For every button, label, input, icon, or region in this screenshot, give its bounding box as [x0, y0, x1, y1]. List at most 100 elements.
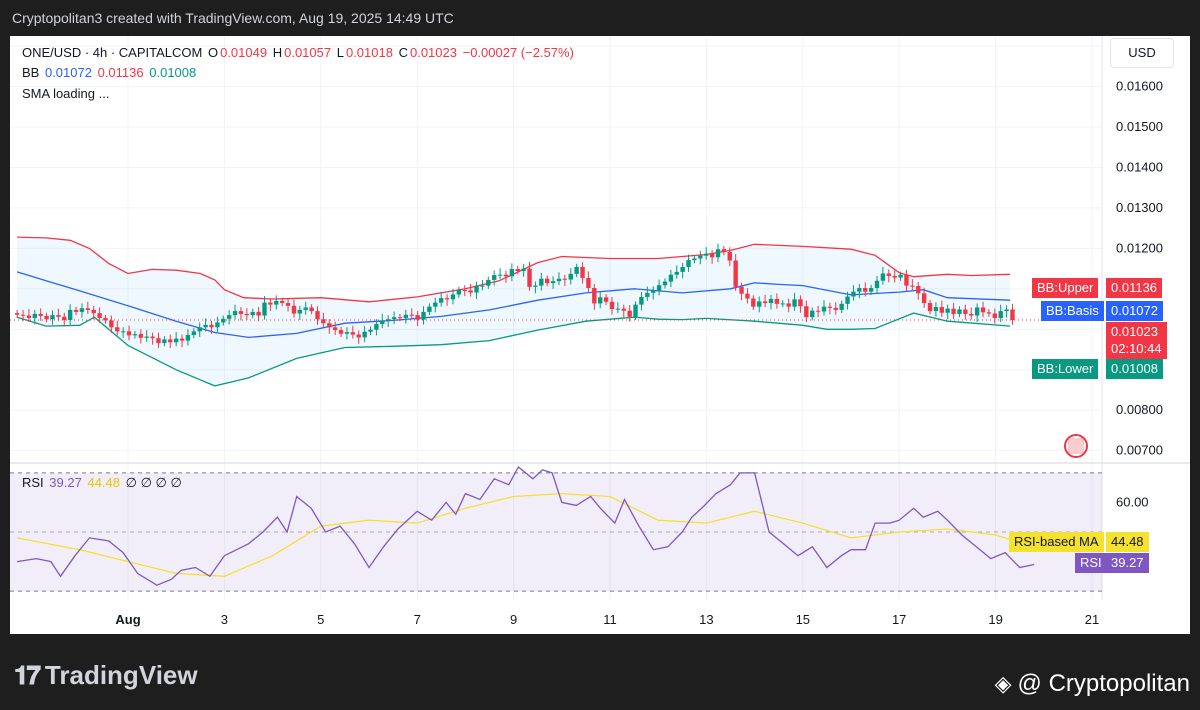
candle-body [945, 308, 950, 313]
candle-body [191, 331, 197, 335]
candle-body [521, 268, 526, 272]
candle-body [232, 311, 238, 316]
price-axis-label: 0.01500 [1116, 119, 1163, 134]
candle-body [168, 339, 173, 343]
candle-body [185, 334, 191, 341]
rsi-ma-tag-label: RSI-based MA [1009, 532, 1104, 552]
candle-body [303, 307, 308, 310]
candle-body [50, 315, 55, 320]
candle-body [26, 315, 32, 318]
currency-button[interactable]: USD [1110, 38, 1174, 68]
candle-body [462, 290, 467, 292]
time-axis-label: Aug [115, 612, 140, 627]
price-axis-label: 0.01400 [1116, 159, 1163, 174]
candle-body [704, 253, 709, 256]
candle-body [344, 332, 350, 334]
candle-body [150, 336, 155, 339]
watermark-text: @ Cryptopolitan [1017, 670, 1190, 697]
high-value: 0.01057 [284, 45, 332, 60]
candle-body [374, 324, 379, 330]
candle-body [156, 338, 161, 344]
rsi-ma-legend-value: 44.48 [87, 475, 121, 490]
candle-body [810, 310, 815, 318]
candle-body [250, 311, 255, 316]
candle-body [468, 290, 473, 293]
time-axis-label: 3 [221, 612, 228, 627]
candle-body [427, 306, 432, 312]
candle-body [974, 307, 980, 316]
candle-body [297, 309, 303, 314]
candle-body [662, 281, 668, 286]
candle-body [857, 288, 862, 292]
candle-body [868, 288, 874, 292]
sma-legend[interactable]: SMA loading ... [22, 86, 110, 101]
candle-body [527, 268, 532, 287]
us-flag-stripes [1068, 438, 1084, 454]
candle-body [362, 331, 367, 338]
candle-body [438, 298, 444, 303]
low-value: 0.01018 [345, 45, 393, 60]
candle-body [986, 312, 992, 314]
binance-diamond-icon: ◈ [994, 671, 1012, 696]
bb-lower-tag-value: 0.01008 [1106, 359, 1163, 379]
candle-body [615, 308, 621, 310]
bb-basis-value: 0.01072 [44, 65, 92, 80]
candle-body [751, 298, 756, 307]
candle-body [421, 311, 426, 320]
candle-body [715, 249, 721, 258]
chart-panel[interactable]: 0.017000.016000.015000.014000.013000.012… [10, 36, 1190, 634]
candle-body [279, 300, 285, 304]
candle-body [327, 323, 332, 328]
bb-basis-tag-value: 0.01072 [1106, 301, 1163, 321]
candle-body [886, 273, 891, 276]
candle-body [433, 302, 438, 307]
candle-body [910, 285, 915, 287]
chart-canvas[interactable]: 0.017000.016000.015000.014000.013000.012… [10, 36, 1190, 634]
candle-body [380, 320, 385, 325]
bb-legend[interactable]: BB 0.01072 0.01136 0.01008 [22, 65, 198, 80]
candle-body [173, 338, 179, 343]
open-key: O [207, 45, 219, 60]
candle-body [179, 338, 185, 341]
rsi-axis-label: 60.00 [1116, 494, 1149, 509]
candle-body [680, 267, 685, 272]
rsi-ma-line [16, 492, 1035, 577]
candle-body [957, 309, 962, 314]
candle-body [727, 252, 732, 261]
candle-body [56, 315, 61, 317]
time-axis-label: 17 [892, 612, 906, 627]
symbol-label[interactable]: ONE/USD · 4h · CAPITALCOM [22, 45, 203, 60]
candle-body [474, 285, 479, 293]
candle-body [503, 274, 509, 277]
tradingview-logo[interactable]: 𝟏𝟕 TradingView [14, 660, 198, 692]
bb-upper-line [17, 236, 1011, 303]
candle-body [109, 320, 114, 328]
candle-body [456, 290, 462, 295]
candle-body [144, 336, 149, 338]
candle-body [627, 310, 632, 317]
candle-body [332, 327, 338, 331]
candle-body [927, 303, 933, 312]
candle-body [639, 296, 644, 305]
candle-body [645, 292, 650, 297]
candle-body [774, 298, 780, 304]
candle-body [244, 313, 250, 316]
candle-body [739, 286, 744, 294]
candle-body [262, 302, 267, 316]
candle-body [1010, 309, 1015, 320]
rsi-legend[interactable]: RSI 39.27 44.48 ∅ ∅ ∅ ∅ [22, 475, 184, 491]
candle-body [85, 308, 91, 310]
candle-body [815, 310, 821, 312]
candle-body [892, 275, 897, 278]
time-axis-label: 11 [603, 612, 617, 627]
candle-body [62, 316, 67, 320]
candle-body [91, 309, 96, 314]
candle-body [20, 314, 26, 316]
tradingview-mark-icon: 𝟏𝟕 [14, 660, 41, 690]
candle-body [998, 311, 1003, 318]
bb-upper-tag-label: BB:Upper [1032, 278, 1099, 298]
candle-body [762, 301, 768, 304]
candle-body [792, 299, 797, 307]
rsi-legend-extra: ∅ ∅ ∅ ∅ [125, 475, 182, 490]
candle-body [450, 294, 456, 300]
